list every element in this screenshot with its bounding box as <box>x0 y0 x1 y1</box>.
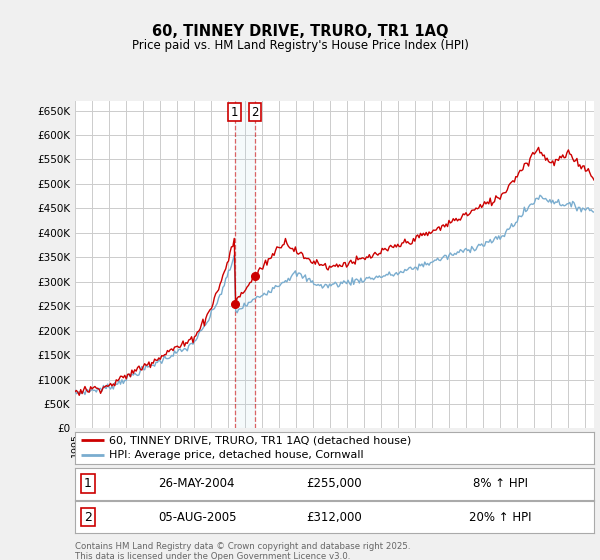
Text: 1: 1 <box>231 105 238 119</box>
Text: 20% ↑ HPI: 20% ↑ HPI <box>469 511 532 524</box>
Text: HPI: Average price, detached house, Cornwall: HPI: Average price, detached house, Corn… <box>109 450 364 460</box>
Text: 60, TINNEY DRIVE, TRURO, TR1 1AQ: 60, TINNEY DRIVE, TRURO, TR1 1AQ <box>152 24 448 39</box>
Text: 2: 2 <box>251 105 259 119</box>
Text: 8% ↑ HPI: 8% ↑ HPI <box>473 477 528 490</box>
Text: £312,000: £312,000 <box>307 511 362 524</box>
Bar <box>235 101 255 428</box>
Text: 2: 2 <box>84 511 92 524</box>
Text: 05-AUG-2005: 05-AUG-2005 <box>158 511 236 524</box>
Text: £255,000: £255,000 <box>307 477 362 490</box>
Text: 60, TINNEY DRIVE, TRURO, TR1 1AQ (detached house): 60, TINNEY DRIVE, TRURO, TR1 1AQ (detach… <box>109 435 411 445</box>
Text: 1: 1 <box>84 477 92 490</box>
Text: Contains HM Land Registry data © Crown copyright and database right 2025.
This d: Contains HM Land Registry data © Crown c… <box>75 542 410 560</box>
Text: Price paid vs. HM Land Registry's House Price Index (HPI): Price paid vs. HM Land Registry's House … <box>131 39 469 52</box>
Text: 26-MAY-2004: 26-MAY-2004 <box>158 477 235 490</box>
